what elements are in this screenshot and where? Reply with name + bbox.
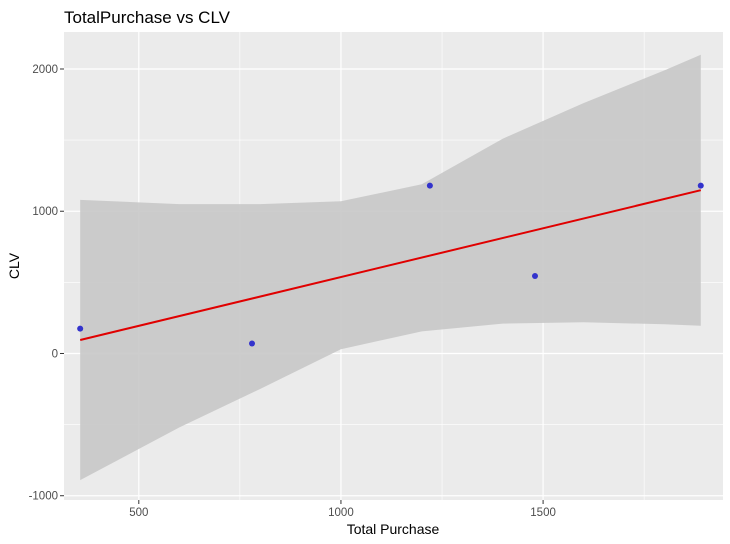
- y-tick-label: 2000: [32, 64, 58, 76]
- y-tick-label: 0: [52, 348, 58, 360]
- data-point: [248, 340, 255, 347]
- confidence-band: [80, 54, 701, 481]
- data-point: [697, 182, 704, 189]
- data-points: [77, 182, 704, 347]
- regression-line: [79, 189, 702, 341]
- y-axis-title: CLV: [6, 252, 22, 279]
- chart-title: TotalPurchase vs CLV: [64, 8, 231, 27]
- x-tick-label: 1500: [530, 507, 556, 519]
- x-axis-ticks: 500 1000 1500: [129, 500, 556, 519]
- y-axis-ticks: -1000 0 1000 2000: [29, 64, 64, 503]
- data-point: [77, 325, 84, 332]
- x-tick-label: 500: [129, 507, 148, 519]
- y-tick-label: 1000: [32, 206, 58, 218]
- x-tick-label: 1000: [328, 507, 354, 519]
- data-point: [426, 182, 433, 189]
- y-tick-label: -1000: [29, 491, 58, 503]
- x-axis-title: Total Purchase: [347, 521, 440, 537]
- data-point: [532, 272, 539, 279]
